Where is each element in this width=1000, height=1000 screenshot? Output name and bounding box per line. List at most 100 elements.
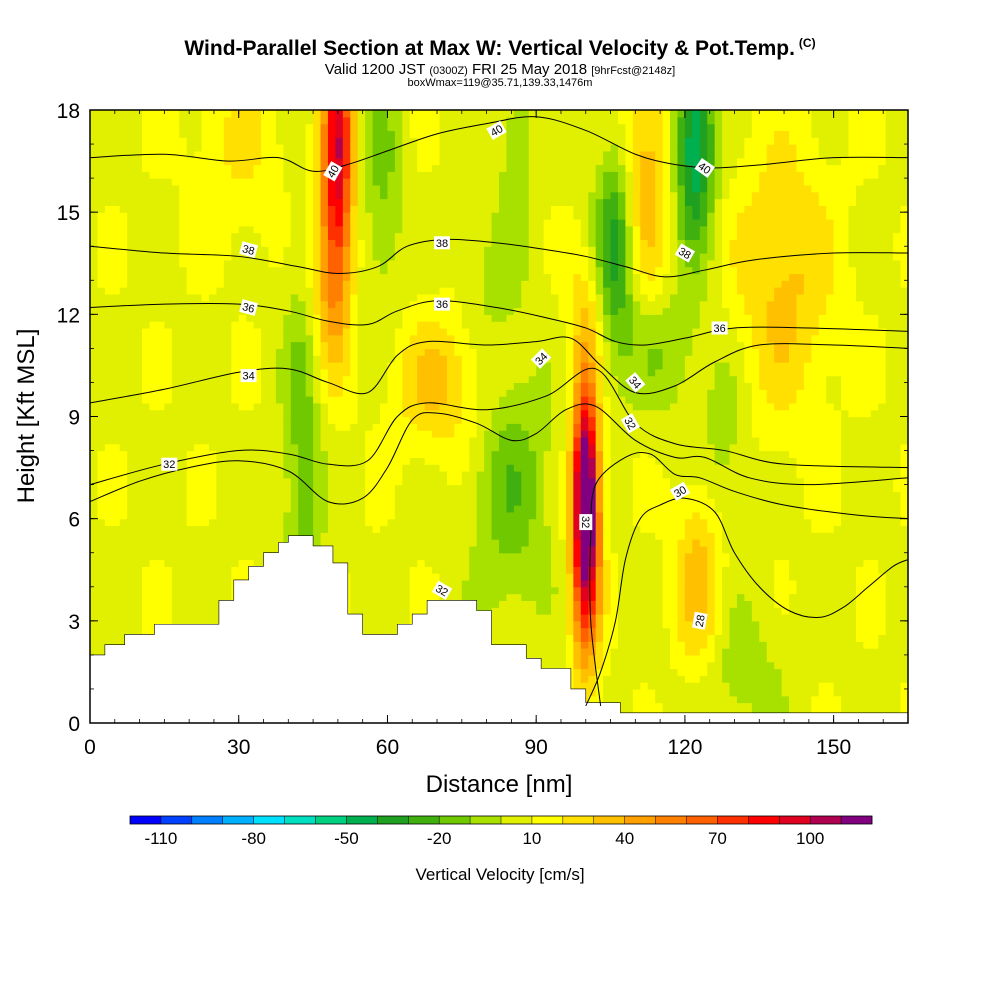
velocity-cell bbox=[387, 191, 396, 200]
velocity-cell bbox=[350, 477, 359, 486]
velocity-cell bbox=[208, 416, 218, 424]
velocity-cell bbox=[231, 232, 240, 241]
velocity-cell bbox=[261, 307, 270, 315]
velocity-cell bbox=[357, 368, 366, 377]
velocity-cell bbox=[90, 402, 99, 411]
velocity-cell bbox=[104, 491, 113, 499]
velocity-cell bbox=[261, 280, 270, 288]
velocity-cell bbox=[112, 334, 121, 343]
velocity-cell bbox=[491, 205, 500, 213]
velocity-cell bbox=[246, 423, 255, 431]
velocity-cell bbox=[142, 327, 151, 336]
velocity-cell bbox=[469, 273, 478, 281]
velocity-cell bbox=[261, 477, 270, 486]
velocity-cell bbox=[97, 239, 106, 247]
velocity-cell bbox=[305, 130, 314, 138]
velocity-cell bbox=[216, 484, 225, 493]
velocity-cell bbox=[164, 164, 173, 172]
velocity-cell bbox=[268, 368, 277, 377]
velocity-cell bbox=[164, 253, 173, 261]
velocity-cell bbox=[327, 205, 336, 213]
velocity-cell bbox=[446, 259, 455, 268]
velocity-cell bbox=[446, 327, 455, 336]
velocity-cell bbox=[335, 184, 344, 193]
velocity-cell bbox=[208, 253, 218, 261]
velocity-cell bbox=[461, 443, 470, 452]
velocity-cell bbox=[476, 150, 485, 159]
velocity-cell bbox=[357, 566, 366, 574]
velocity-cell bbox=[387, 586, 396, 595]
velocity-cell bbox=[417, 586, 426, 595]
velocity-cell bbox=[112, 375, 121, 384]
velocity-cell bbox=[380, 627, 389, 636]
velocity-cell bbox=[268, 457, 277, 465]
velocity-cell bbox=[335, 409, 344, 418]
velocity-cell bbox=[409, 464, 418, 472]
velocity-cell bbox=[305, 287, 314, 295]
velocity-cell bbox=[223, 137, 232, 145]
velocity-cell bbox=[402, 307, 411, 315]
velocity-cell bbox=[149, 532, 158, 540]
velocity-cell bbox=[216, 266, 225, 275]
velocity-cell bbox=[372, 375, 381, 384]
velocity-cell bbox=[394, 184, 403, 193]
velocity-cell bbox=[417, 532, 426, 540]
velocity-cell bbox=[357, 450, 366, 458]
velocity-cell bbox=[104, 368, 113, 377]
velocity-cell bbox=[97, 116, 106, 125]
velocity-cell bbox=[380, 491, 389, 499]
velocity-cell bbox=[149, 218, 158, 227]
velocity-cell bbox=[357, 218, 366, 227]
velocity-cell bbox=[446, 287, 455, 295]
velocity-cell bbox=[305, 402, 314, 411]
velocity-cell bbox=[112, 620, 121, 629]
velocity-cell bbox=[476, 539, 485, 547]
velocity-cell bbox=[439, 539, 448, 547]
velocity-cell bbox=[313, 484, 322, 493]
velocity-cell bbox=[216, 225, 225, 234]
velocity-cell bbox=[417, 116, 426, 125]
velocity-cell bbox=[127, 362, 136, 370]
velocity-cell bbox=[320, 464, 329, 472]
velocity-cell bbox=[476, 477, 485, 486]
velocity-cell bbox=[342, 341, 351, 349]
velocity-cell bbox=[112, 259, 121, 268]
velocity-cell bbox=[216, 396, 225, 404]
velocity-cell bbox=[231, 552, 240, 561]
velocity-cell bbox=[179, 218, 188, 227]
velocity-cell bbox=[275, 341, 284, 349]
velocity-cell bbox=[484, 164, 493, 172]
velocity-cell bbox=[365, 314, 374, 322]
velocity-cell bbox=[112, 157, 121, 166]
velocity-cell bbox=[394, 246, 403, 254]
velocity-cell bbox=[290, 396, 299, 404]
velocity-cell bbox=[402, 593, 411, 601]
velocity-cell bbox=[454, 253, 463, 261]
velocity-cell bbox=[283, 362, 292, 370]
velocity-cell bbox=[446, 579, 455, 588]
velocity-cell bbox=[424, 505, 433, 513]
velocity-cell bbox=[164, 130, 173, 138]
velocity-cell bbox=[476, 280, 485, 288]
velocity-cell bbox=[164, 293, 173, 302]
velocity-cell bbox=[298, 450, 307, 458]
velocity-cell bbox=[156, 593, 165, 601]
velocity-cell bbox=[290, 116, 299, 125]
velocity-cell bbox=[454, 321, 463, 329]
velocity-cell bbox=[335, 539, 344, 547]
velocity-cell bbox=[186, 246, 195, 254]
velocity-cell bbox=[380, 341, 389, 349]
velocity-cell bbox=[469, 532, 478, 540]
velocity-cell bbox=[119, 620, 128, 629]
velocity-cell bbox=[127, 341, 136, 349]
velocity-cell bbox=[134, 307, 143, 315]
velocity-cell bbox=[409, 389, 418, 397]
velocity-cell bbox=[246, 164, 255, 172]
velocity-cell bbox=[365, 348, 374, 356]
velocity-cell bbox=[290, 110, 299, 118]
velocity-cell bbox=[90, 287, 99, 295]
velocity-cell bbox=[491, 457, 500, 465]
velocity-cell bbox=[439, 518, 448, 527]
velocity-cell bbox=[409, 327, 418, 336]
velocity-cell bbox=[164, 273, 173, 281]
